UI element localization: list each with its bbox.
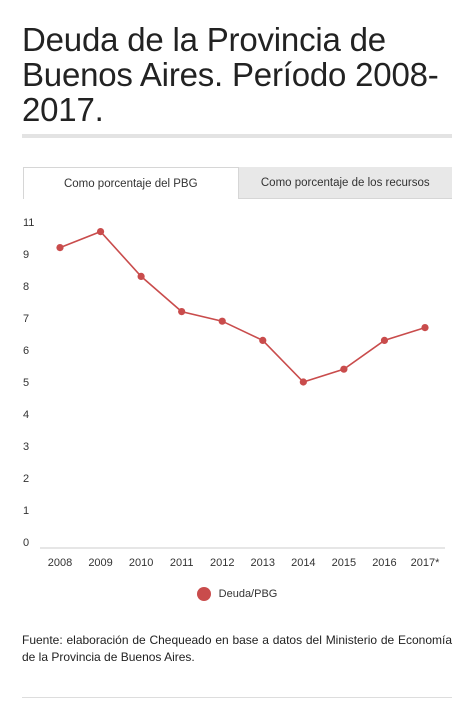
y-tick-label: 1 — [23, 505, 29, 517]
tab-percent-pbg[interactable]: Como porcentaje del PBG — [23, 167, 239, 199]
data-point[interactable] — [96, 228, 105, 236]
y-tick-label: 2 — [23, 473, 29, 485]
y-tick-label: 8 — [23, 281, 29, 293]
chart-area: 0 1 2 3 4 5 6 7 8 9 11 2008 2009 2010 2011 2012 2013 2014… — [0, 200, 474, 620]
y-tick-label: 6 — [23, 345, 29, 357]
data-point[interactable] — [218, 317, 226, 325]
y-tick-label: 5 — [23, 377, 29, 389]
x-tick-label: 2012 — [210, 557, 234, 569]
data-point[interactable] — [178, 308, 186, 316]
tab-percent-resources[interactable]: Como porcentaje de los recursos — [238, 167, 452, 199]
bottom-divider — [22, 697, 452, 698]
series-line — [59, 230, 426, 383]
x-tick-label: 2015 — [332, 557, 356, 569]
y-tick-label: 4 — [23, 409, 29, 421]
data-point[interactable] — [380, 336, 389, 344]
y-tick-label: 3 — [23, 441, 29, 453]
line-chart: 0 1 2 3 4 5 6 7 8 9 11 2008 2009 2010 2011 2012 2013 2014… — [23, 217, 445, 569]
data-point[interactable] — [259, 336, 267, 344]
x-tick-label: 2011 — [170, 557, 194, 569]
source-note: Fuente: elaboración de Chequeado en base… — [22, 633, 452, 664]
chart-title: Deuda de la Provincia de Buenos Aires. P… — [22, 21, 439, 128]
data-point[interactable] — [421, 324, 429, 332]
x-tick-label: 2010 — [129, 557, 153, 569]
y-tick-label: 9 — [23, 249, 29, 261]
legend-label: Deuda/PBG — [218, 588, 278, 600]
x-tick-label: 2008 — [48, 557, 72, 569]
data-point[interactable] — [299, 378, 307, 386]
legend-marker — [196, 587, 211, 601]
y-tick-label: 7 — [23, 313, 29, 325]
chart-tabs: Como porcentaje del PBG Como porcentaje … — [23, 167, 452, 199]
y-tick-label: 11 — [23, 217, 34, 229]
x-tick-label: 2013 — [251, 557, 275, 569]
x-tick-label: 2017* — [411, 557, 440, 569]
chart-legend[interactable]: Deuda/PBG — [0, 587, 474, 601]
x-tick-label: 2009 — [88, 557, 112, 569]
x-tick-label: 2014 — [291, 557, 315, 569]
y-tick-label: 0 — [23, 537, 29, 549]
data-point[interactable] — [340, 365, 348, 373]
x-tick-label: 2016 — [372, 557, 396, 569]
title-divider — [22, 134, 452, 138]
data-point[interactable] — [137, 272, 145, 280]
data-point[interactable] — [56, 244, 64, 252]
